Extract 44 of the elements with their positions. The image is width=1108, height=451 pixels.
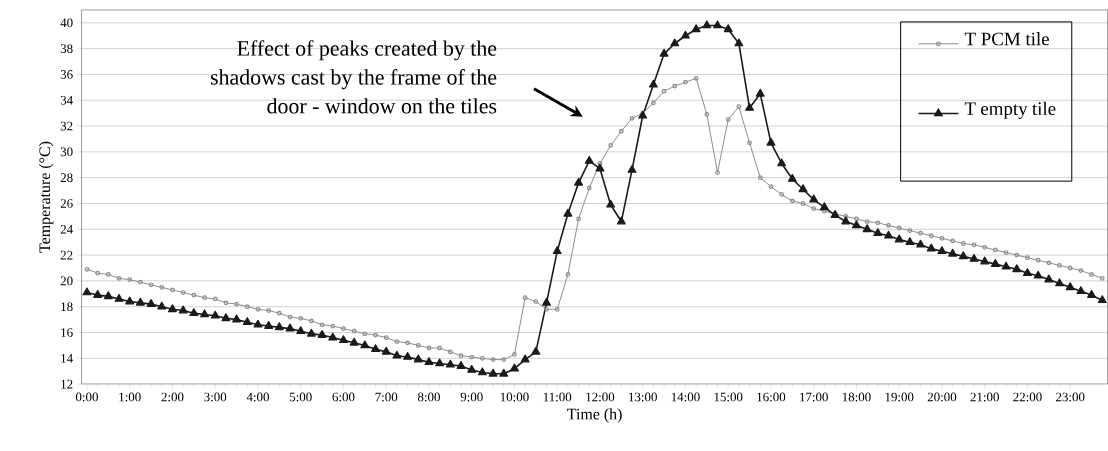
legend-label: T PCM tile <box>964 32 1049 46</box>
x-axis-title: Time (h) <box>567 408 622 423</box>
y-tick-label: 22 <box>60 250 73 260</box>
y-axis-title: Temperature (°C) <box>38 141 54 253</box>
x-tick-label: 22:00 <box>1013 392 1042 402</box>
x-tick-label: 5:00 <box>289 392 312 402</box>
x-tick-label: 2:00 <box>161 392 184 402</box>
x-tick-label: 20:00 <box>927 392 957 402</box>
y-tick-label: 18 <box>61 302 73 312</box>
y-tick-label: 36 <box>60 70 73 79</box>
x-tick-label: 21:00 <box>970 392 999 402</box>
x-tick-label: 12:00 <box>586 392 615 402</box>
x-tick-label: 1:00 <box>119 392 141 402</box>
x-tick-label: 3:00 <box>204 392 227 402</box>
x-tick-label: 8:00 <box>417 392 440 402</box>
x-tick-label: 14:00 <box>671 392 700 402</box>
x-tick-label: 7:00 <box>375 392 398 402</box>
x-tick-label: 11:00 <box>543 392 572 402</box>
y-tick-label: 34 <box>60 96 73 105</box>
x-tick-label: 0:00 <box>75 392 98 402</box>
x-tick-label: 4:00 <box>246 392 269 402</box>
x-tick-label: 19:00 <box>885 392 914 402</box>
y-tick-label: 16 <box>61 328 73 337</box>
x-tick-label: 10:00 <box>500 392 529 402</box>
y-tick-label: 20 <box>60 276 73 286</box>
x-tick-label: 9:00 <box>460 392 483 402</box>
x-tick-label: 15:00 <box>714 392 743 402</box>
x-tick-label: 17:00 <box>800 392 828 402</box>
x-tick-label: 23:00 <box>1056 392 1085 402</box>
annotation: Effect of peaks created by the shadows cast by the frame of the door - window on the tiles <box>210 40 497 114</box>
x-tick-label: 13:00 <box>629 392 657 402</box>
x-tick-label: 16:00 <box>757 392 786 402</box>
y-tick-label: 30 <box>60 147 73 157</box>
y-tick-label: 40 <box>60 18 73 28</box>
x-tick-label: 18:00 <box>842 392 871 402</box>
y-tick-label: 12 <box>61 379 73 389</box>
y-tick-label: 28 <box>60 173 73 183</box>
y-tick-label: 38 <box>60 44 73 54</box>
y-tick-label: 14 <box>61 354 73 363</box>
x-tick-label: 6:00 <box>332 392 355 402</box>
y-tick-label: 24 <box>60 225 73 234</box>
y-tick-label: 32 <box>60 121 73 131</box>
legend-label: T empty tile <box>964 101 1056 119</box>
y-tick-label: 26 <box>60 199 73 208</box>
